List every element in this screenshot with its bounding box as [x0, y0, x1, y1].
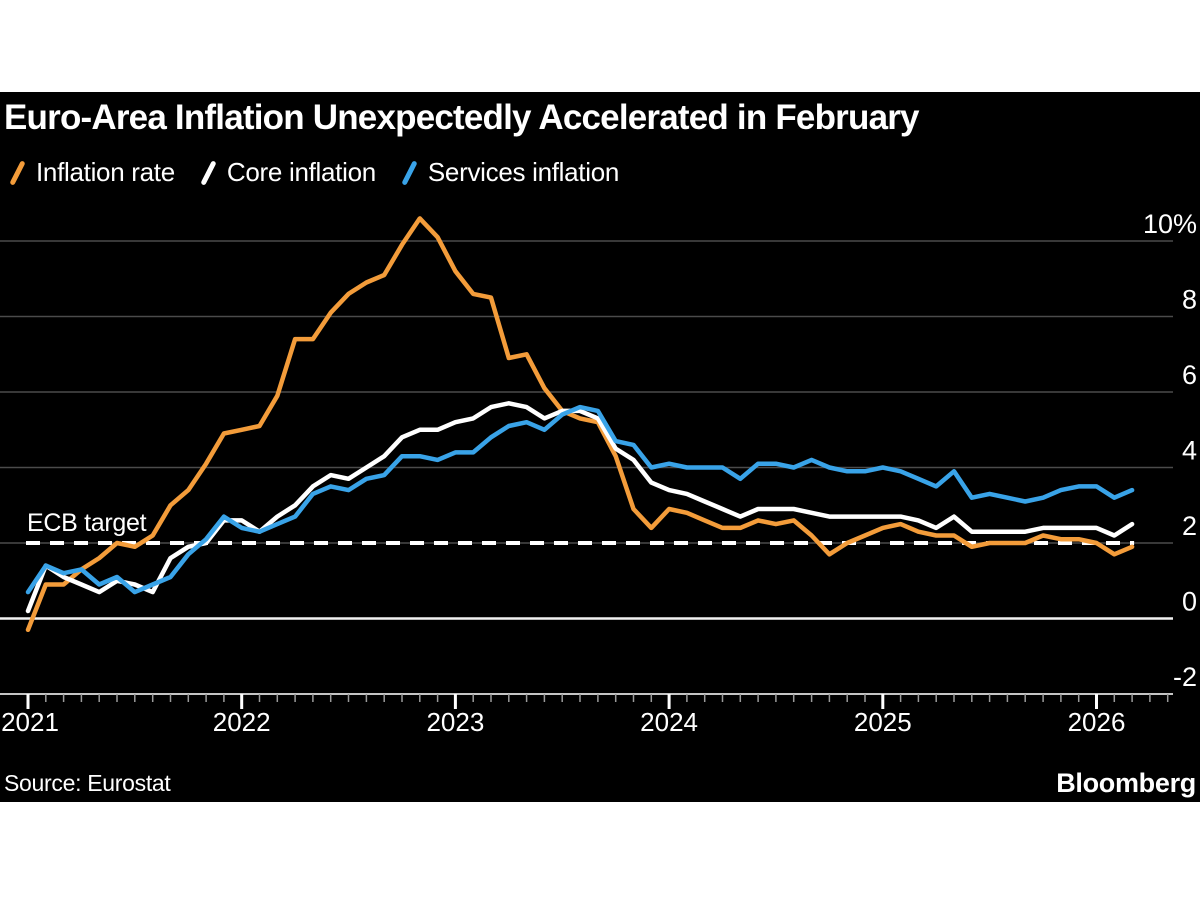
chart-card: [0, 92, 1200, 802]
x-axis-tick-label: 2025: [854, 707, 912, 737]
series-group: [25, 216, 1135, 633]
legend-label: Services inflation: [427, 157, 620, 187]
x-axis-tick-label: 2023: [426, 707, 484, 737]
legend-item-services-inflation: Services inflation: [398, 157, 641, 188]
legend-label: Core inflation: [226, 157, 376, 187]
y-axis-tick-label: 6: [1182, 360, 1197, 390]
x-axis-group: 2021 2022 2023 2024 2025 2026: [0, 693, 1173, 737]
chart-title: Euro-Area Inflation Unexpectedly Acceler…: [4, 98, 920, 137]
bloomberg-logo: Bloomberg: [1056, 768, 1196, 798]
legend: Inflation rate Core inflation Services i…: [6, 157, 641, 188]
source-label: Source: Eurostat: [4, 770, 171, 796]
legend-item-core-inflation: Core inflation: [197, 157, 398, 188]
y-axis-tick-label: 0: [1182, 587, 1197, 617]
y-axis-tick-label: 4: [1182, 436, 1197, 466]
y-axis-tick-label: 2: [1182, 511, 1197, 541]
series-line-0: [25, 216, 1135, 633]
x-axis-tick-label: 2024: [640, 707, 698, 737]
services-inflation-slash-icon: [401, 159, 418, 186]
gridlines-group: 10% 8 6 4 2 0 -2: [0, 209, 1197, 692]
series-line-2: [25, 404, 1135, 595]
inflation-rate-slash-icon: [9, 159, 26, 186]
legend-item-inflation-rate: Inflation rate: [6, 157, 197, 188]
legend-label: Inflation rate: [36, 157, 175, 187]
y-axis-tick-label: 8: [1182, 285, 1197, 315]
y-axis-tick-label: -2: [1173, 662, 1197, 692]
y-axis-tick-label: 10%: [1143, 209, 1197, 239]
series-line-1: [25, 401, 1135, 614]
core-inflation-slash-icon: [200, 159, 217, 186]
x-axis-tick-label: 2026: [1068, 707, 1126, 737]
x-axis-tick-label: 2022: [213, 707, 271, 737]
x-axis-tick-label: 2021: [1, 707, 59, 737]
ecb-target-label: ECB target: [27, 509, 147, 537]
